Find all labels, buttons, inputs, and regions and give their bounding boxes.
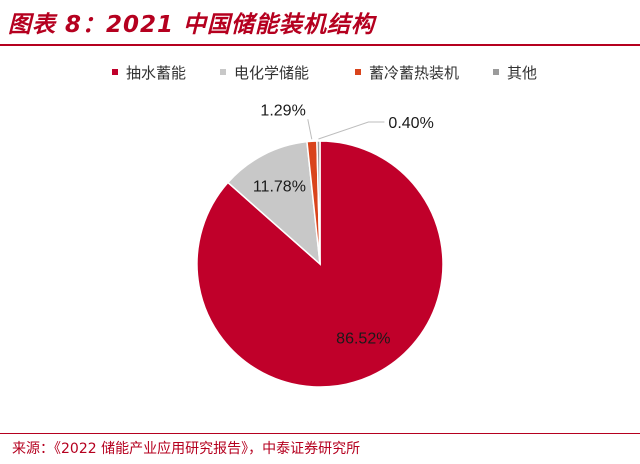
data-label-1: 11.78% xyxy=(253,178,306,195)
title-divider xyxy=(0,44,640,46)
legend-label-2: 蓄冷蓄热装机 xyxy=(369,64,459,82)
legend-swatch-3 xyxy=(493,69,499,75)
legend-label-1: 电化学储能 xyxy=(234,64,309,82)
pie-chart: 抽水蓄能 电化学储能 蓄冷蓄热装机 其他 86.52% 11.78% 1.29% 0.40% xyxy=(112,64,537,388)
legend-swatch-0 xyxy=(112,69,118,75)
pie-slices xyxy=(196,140,444,388)
chart-legend: 抽水蓄能 电化学储能 蓄冷蓄热装机 其他 xyxy=(112,64,537,82)
leader-lines xyxy=(307,119,385,140)
leader-line-3 xyxy=(318,121,385,140)
data-labels: 86.52% 11.78% 1.29% 0.40% xyxy=(253,102,434,347)
data-label-2: 1.29% xyxy=(260,102,305,119)
data-label-0: 86.52% xyxy=(336,331,390,348)
legend-swatch-1 xyxy=(220,69,226,75)
legend-swatch-2 xyxy=(355,69,361,75)
legend-label-0: 抽水蓄能 xyxy=(126,64,186,82)
source-note: 来源：《2022 储能产业应用研究报告》，中泰证券研究所 xyxy=(12,441,361,457)
chart-title: 图表 8：2021 中国储能装机结构 xyxy=(8,12,376,38)
legend-label-3: 其他 xyxy=(507,64,537,82)
data-label-3: 0.40% xyxy=(388,115,433,132)
pie-slice-3 xyxy=(316,140,321,265)
pie-slice-1 xyxy=(226,140,321,266)
footer-divider xyxy=(0,433,640,434)
leader-line-2 xyxy=(307,119,313,140)
